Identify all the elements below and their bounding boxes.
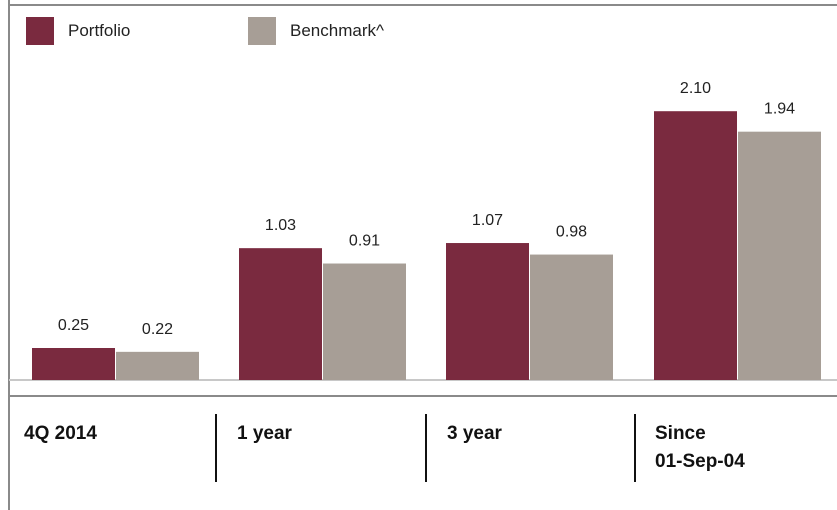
category-label-3-year: 3 year (447, 423, 502, 444)
value-label-portfolio-4q-2014: 0.25 (58, 317, 89, 334)
bar-portfolio-3-year (446, 243, 529, 380)
value-label-benchmark-1-year: 0.91 (349, 233, 380, 250)
bar-portfolio-since-01-sep-04 (654, 111, 737, 380)
bars-group (32, 111, 821, 380)
bar-portfolio-4q-2014 (32, 348, 115, 380)
legend-item-portfolio: Portfolio (26, 16, 130, 46)
bar-benchmark-3-year (530, 254, 613, 380)
legend-item-benchmark: Benchmark^ (248, 16, 384, 46)
value-labels-group: 0.25 1.03 1.07 2.10 0.22 0.91 0.98 1.94 (58, 80, 795, 338)
value-label-portfolio-3-year: 1.07 (472, 212, 503, 229)
bar-benchmark-1-year (323, 263, 406, 380)
category-divider-2 (425, 414, 427, 482)
legend-swatch-portfolio (26, 17, 54, 45)
value-label-benchmark-since-01-sep-04: 1.94 (764, 101, 795, 118)
legend-label-portfolio: Portfolio (68, 21, 131, 40)
legend-swatch-benchmark (248, 17, 276, 45)
bar-benchmark-4q-2014 (116, 351, 199, 380)
category-divider-3 (634, 414, 636, 482)
category-divider-1 (215, 414, 217, 482)
value-label-portfolio-1-year: 1.03 (265, 217, 296, 234)
category-label-4q-2014: 4Q 2014 (24, 423, 97, 444)
category-label-1-year: 1 year (237, 423, 292, 444)
legend-label-benchmark: Benchmark^ (290, 21, 384, 40)
value-label-benchmark-4q-2014: 0.22 (142, 321, 173, 338)
value-label-benchmark-3-year: 0.98 (556, 224, 587, 241)
value-label-portfolio-since-01-sep-04: 2.10 (680, 80, 711, 97)
bar-portfolio-1-year (239, 248, 322, 380)
category-label-since-inception: Since 01-Sep-04 (655, 423, 745, 472)
bar-benchmark-since-01-sep-04 (738, 131, 821, 380)
